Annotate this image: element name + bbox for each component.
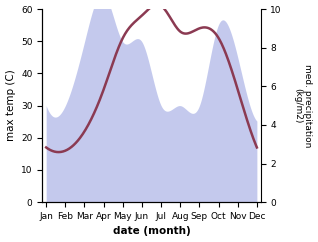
- Y-axis label: max temp (C): max temp (C): [5, 70, 16, 142]
- Y-axis label: med. precipitation
(kg/m2): med. precipitation (kg/m2): [293, 64, 313, 147]
- X-axis label: date (month): date (month): [113, 227, 190, 236]
